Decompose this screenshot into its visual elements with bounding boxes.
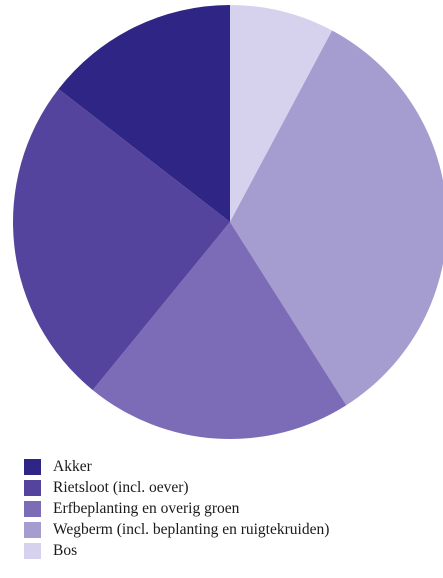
- legend-label: Rietsloot (incl. oever): [53, 478, 189, 496]
- legend-label: Wegberm (incl. beplanting en ruigtekruid…: [53, 520, 330, 538]
- legend-item: Wegberm (incl. beplanting en ruigtekruid…: [24, 519, 329, 540]
- pie-chart: [13, 5, 443, 440]
- pie-slice-erfbeplanting: [92, 222, 347, 440]
- legend-label: Akker: [53, 457, 92, 475]
- legend-label: Erfbeplanting en overig groen: [53, 499, 240, 517]
- legend-swatch: [24, 521, 41, 538]
- pie-slice-akker: [58, 5, 230, 222]
- legend-item: Akker: [24, 456, 329, 477]
- legend-item: Rietsloot (incl. oever): [24, 477, 329, 498]
- legend: Akker Rietsloot (incl. oever) Erfbeplantin…: [24, 456, 329, 561]
- pie-slice-bos: [230, 5, 333, 222]
- legend-swatch: [24, 500, 41, 517]
- legend-item: Erfbeplanting en overig groen: [24, 498, 329, 519]
- legend-item: Bos: [24, 540, 329, 561]
- legend-swatch: [24, 542, 41, 559]
- legend-swatch: [24, 458, 41, 475]
- legend-label: Bos: [53, 541, 78, 559]
- legend-swatch: [24, 479, 41, 496]
- pie-slice-wegberm: [230, 30, 443, 406]
- pie-slice-rietsloot: [13, 89, 230, 391]
